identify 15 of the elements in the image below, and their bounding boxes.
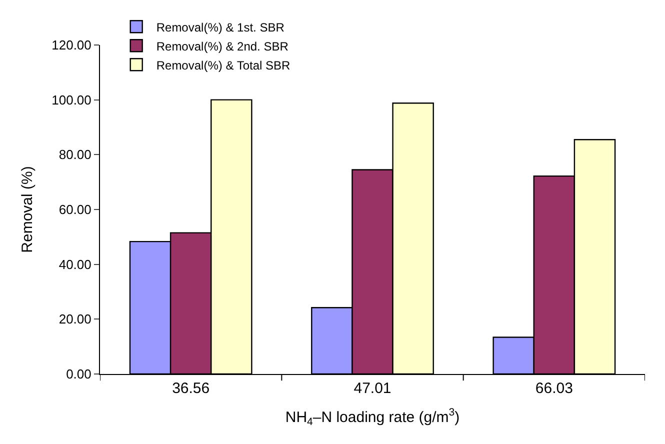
y-tick-label: 0.00 xyxy=(66,366,92,382)
y-tick-label: 100.00 xyxy=(52,92,92,108)
y-axis-title: Removal (%) xyxy=(18,166,36,253)
y-tick-label: 120.00 xyxy=(52,38,92,53)
legend-label: Removal(%) & 2nd. SBR xyxy=(156,39,289,54)
x-tick-label: 66.03 xyxy=(535,380,573,397)
legend-label: Removal(%) & 1st. SBR xyxy=(156,20,285,34)
y-tick-label: 60.00 xyxy=(58,202,92,218)
y-tick-label: 20.00 xyxy=(58,312,92,327)
legend-label: Removal(%) & Total SBR xyxy=(156,58,291,72)
x-tick-label: 47.01 xyxy=(354,380,392,397)
y-tick-label: 80.00 xyxy=(58,147,92,162)
x-tick-label: 36.56 xyxy=(172,380,210,397)
y-tick-label: 40.00 xyxy=(58,256,92,272)
x-axis-title: NH$_{4}$–N loading rate (g/m$^{3}$) xyxy=(285,406,460,428)
